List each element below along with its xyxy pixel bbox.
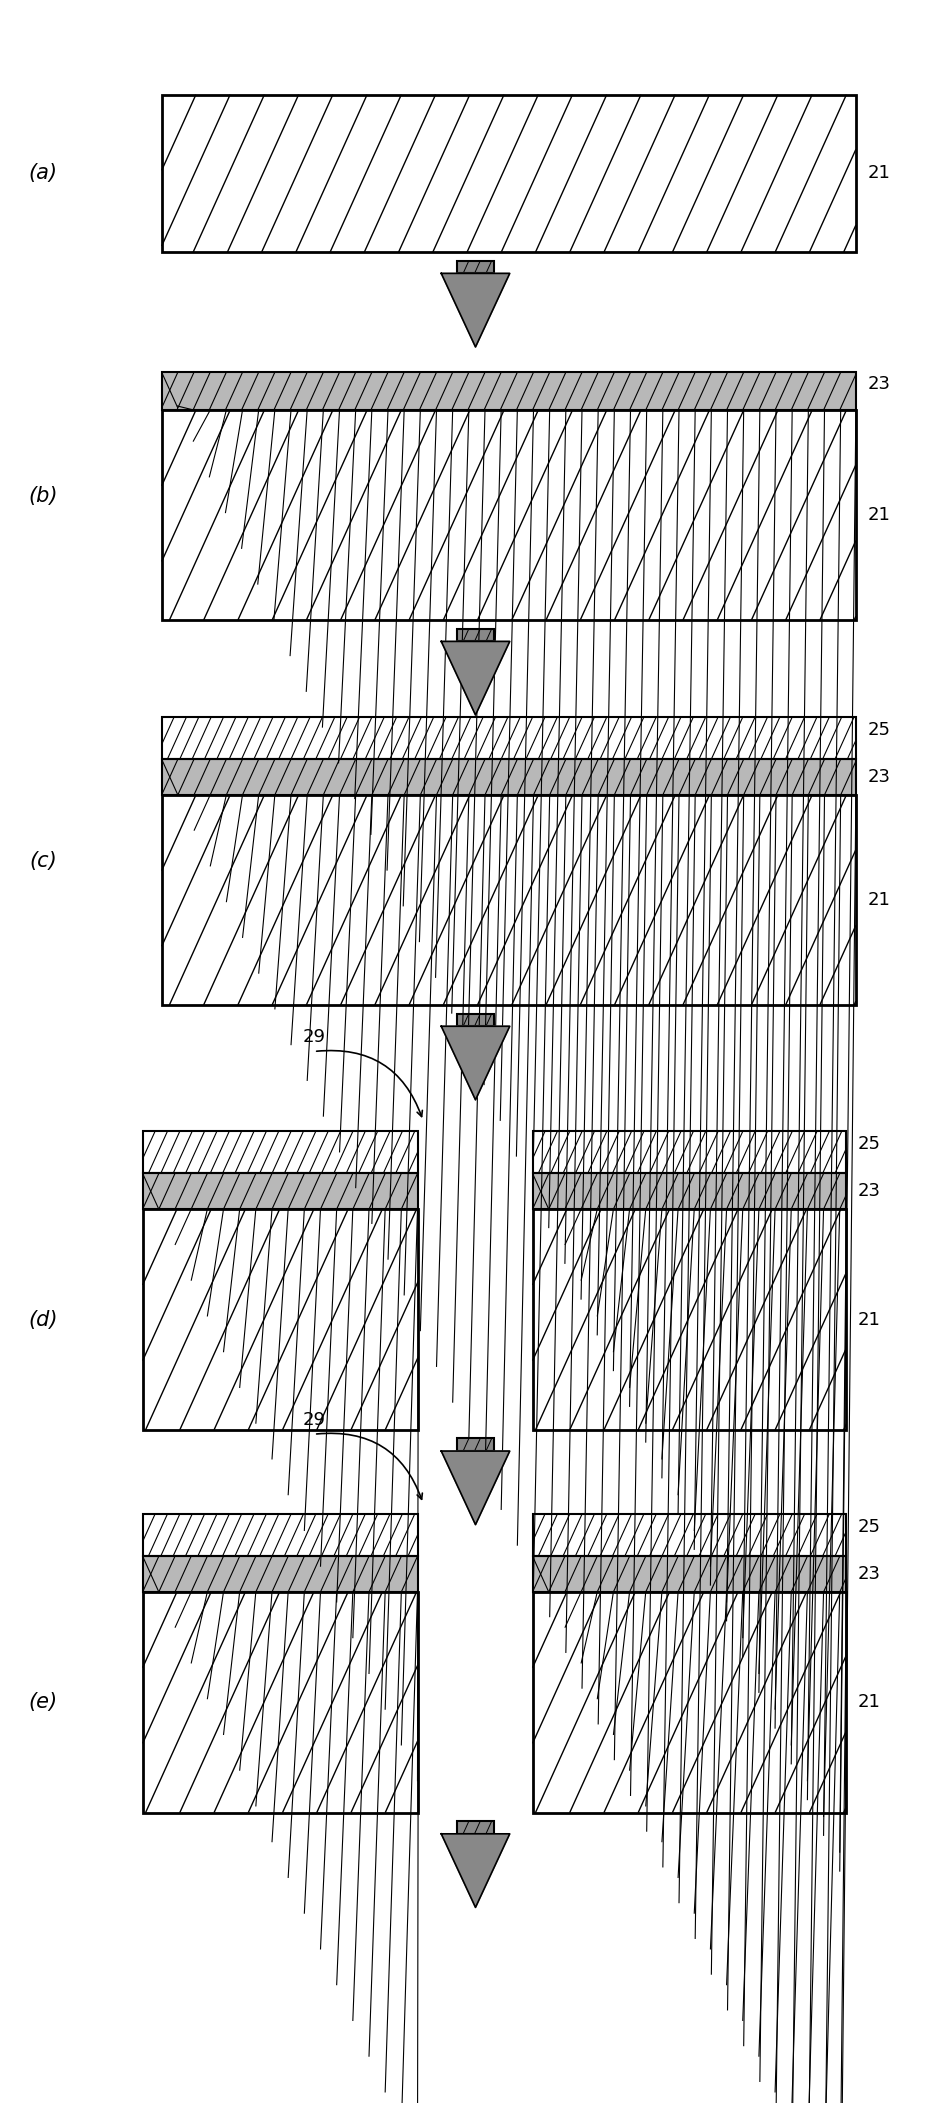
Bar: [457, 1438, 494, 1451]
Text: 29: 29: [302, 1028, 325, 1045]
Bar: [162, 759, 856, 795]
Bar: [162, 795, 856, 1005]
Text: 21: 21: [867, 164, 890, 183]
Text: 25: 25: [858, 1136, 881, 1152]
Bar: [162, 759, 856, 795]
Bar: [143, 1514, 418, 1556]
Text: (a): (a): [29, 164, 57, 183]
Bar: [457, 1014, 494, 1026]
Bar: [457, 261, 494, 273]
Bar: [162, 372, 856, 410]
Bar: [143, 1556, 418, 1592]
Bar: [457, 629, 494, 641]
Bar: [162, 95, 856, 252]
Bar: [143, 1556, 418, 1592]
Polygon shape: [441, 1451, 510, 1525]
Bar: [143, 1209, 418, 1430]
Polygon shape: [441, 1834, 510, 1907]
Text: 21: 21: [867, 892, 890, 908]
Bar: [533, 1592, 846, 1813]
Bar: [143, 1592, 418, 1813]
Bar: [457, 1014, 494, 1026]
Text: 25: 25: [867, 721, 890, 738]
Text: 21: 21: [858, 1310, 881, 1329]
Bar: [162, 410, 856, 620]
Text: (d): (d): [28, 1310, 58, 1329]
Bar: [143, 1131, 418, 1173]
Bar: [533, 1514, 846, 1556]
Bar: [162, 795, 856, 1005]
Text: 23: 23: [858, 1565, 881, 1584]
Text: 29: 29: [302, 1411, 325, 1428]
Text: 21: 21: [858, 1693, 881, 1712]
Bar: [162, 410, 856, 620]
Bar: [533, 1131, 846, 1173]
Bar: [533, 1514, 846, 1556]
Text: (b): (b): [28, 486, 58, 507]
Bar: [162, 95, 856, 252]
Text: 23: 23: [867, 374, 890, 393]
Bar: [162, 372, 856, 410]
Bar: [533, 1556, 846, 1592]
Text: 21: 21: [867, 507, 890, 524]
Text: 25: 25: [858, 1518, 881, 1535]
Bar: [533, 1556, 846, 1592]
Bar: [162, 717, 856, 759]
Bar: [457, 629, 494, 641]
Polygon shape: [441, 1026, 510, 1100]
Bar: [143, 1592, 418, 1813]
Text: 23: 23: [867, 768, 890, 787]
Bar: [457, 1821, 494, 1834]
Bar: [143, 1514, 418, 1556]
Polygon shape: [441, 273, 510, 347]
Bar: [143, 1209, 418, 1430]
Text: 23: 23: [858, 1182, 881, 1201]
Bar: [143, 1173, 418, 1209]
Bar: [533, 1131, 846, 1173]
Bar: [533, 1173, 846, 1209]
Bar: [457, 261, 494, 273]
Bar: [533, 1209, 846, 1430]
Bar: [533, 1592, 846, 1813]
Bar: [457, 1438, 494, 1451]
Bar: [533, 1209, 846, 1430]
Text: (c): (c): [29, 852, 57, 871]
Text: (e): (e): [29, 1693, 57, 1712]
Bar: [162, 717, 856, 759]
Bar: [143, 1173, 418, 1209]
Bar: [457, 1821, 494, 1834]
Polygon shape: [441, 641, 510, 715]
Bar: [533, 1173, 846, 1209]
Bar: [143, 1131, 418, 1173]
